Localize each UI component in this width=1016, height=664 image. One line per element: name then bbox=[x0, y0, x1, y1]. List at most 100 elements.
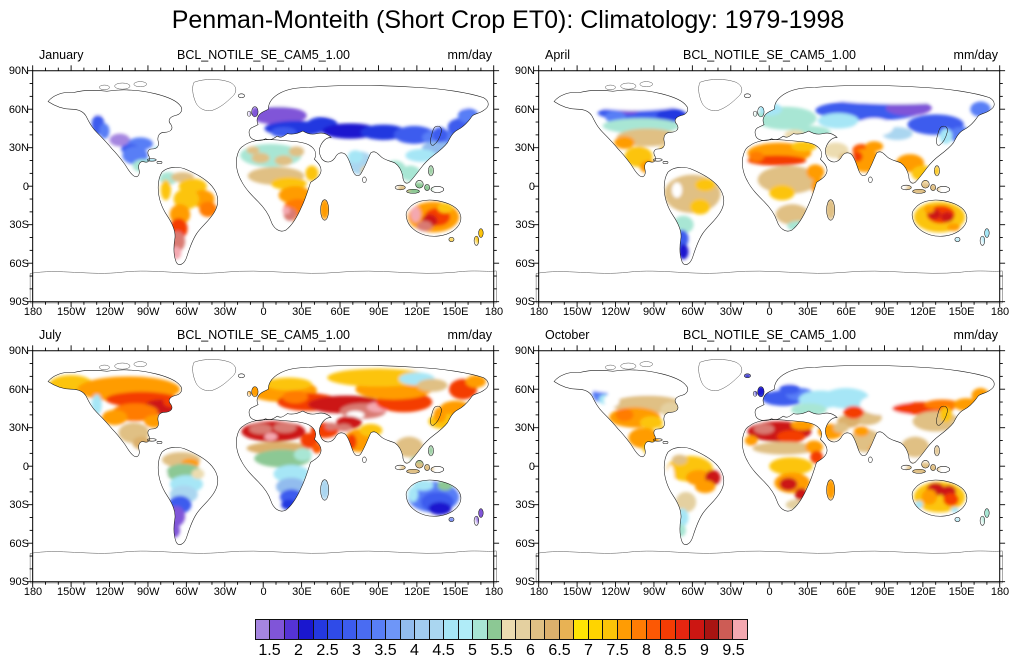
et0-region-blob bbox=[319, 479, 331, 500]
lon-tick-label: 180 bbox=[484, 586, 504, 598]
et0-region-blob bbox=[313, 95, 386, 119]
lat-tick-label: 60N bbox=[514, 103, 535, 116]
figure-graphic bbox=[571, 365, 993, 538]
lon-tick-label: 60W bbox=[681, 306, 704, 318]
nz-north-island-coastline bbox=[479, 229, 484, 238]
nz-south-island-coastline bbox=[474, 516, 479, 525]
et0-region-blob bbox=[289, 146, 305, 157]
sulawesi-coastline bbox=[425, 465, 430, 471]
hispaniola-coastline bbox=[157, 162, 162, 164]
lat-tick-label: 30N bbox=[8, 142, 29, 154]
lon-tick-label: 150W bbox=[57, 586, 86, 598]
colorbar-cell bbox=[415, 620, 430, 639]
colorbar-tick-label: 4.5 bbox=[432, 642, 455, 659]
colorbar-cell bbox=[646, 620, 662, 639]
et0-region-blob bbox=[640, 416, 664, 430]
australia-coastline bbox=[912, 200, 967, 236]
et0-region-blob bbox=[818, 113, 860, 129]
antarctica-outline bbox=[30, 271, 496, 303]
uk-coastline bbox=[252, 387, 258, 397]
colorbar-cell bbox=[429, 620, 445, 639]
et0-region-blob bbox=[417, 379, 448, 393]
lat-tick-label: 90N bbox=[514, 65, 535, 77]
et0-region-blob bbox=[264, 433, 278, 441]
et0-region-blob bbox=[191, 469, 205, 480]
uk-coastline bbox=[758, 387, 764, 397]
latitude-axis: 90N 60N 30N 0 30S 60S 90S bbox=[6, 65, 29, 308]
et0-region-blob bbox=[769, 457, 814, 476]
lon-tick-label: 90W bbox=[136, 586, 160, 598]
et0-region-blob bbox=[825, 199, 837, 220]
map-frame bbox=[33, 351, 494, 582]
lon-tick-label: 180 bbox=[529, 586, 549, 598]
figure-graphic bbox=[571, 365, 993, 538]
borneo-coastline bbox=[416, 461, 424, 469]
madagascar-coastline bbox=[321, 200, 329, 221]
panel-july: July BCL_NOTILE_SE_CAM5_1.00 mm/day 90N 60N 3… bbox=[0, 300, 1016, 598]
iceland-coastline bbox=[239, 374, 245, 378]
java-coastline bbox=[913, 470, 926, 474]
colorbar-cell bbox=[719, 620, 734, 639]
lon-tick-label: 30W bbox=[719, 306, 743, 318]
lon-tick-label: 90W bbox=[136, 306, 160, 318]
colorbar-cell bbox=[501, 620, 517, 639]
et0-region-blob bbox=[805, 440, 824, 454]
et0-region-blob bbox=[777, 430, 806, 444]
lon-tick-label: 180 bbox=[23, 306, 43, 318]
colorbar-tick-label: 5 bbox=[468, 642, 477, 659]
lon-tick-label: 60W bbox=[681, 586, 704, 598]
et0-region-blob bbox=[433, 407, 447, 423]
tasmania-coastline bbox=[955, 518, 960, 522]
lat-tick-label: 0 bbox=[22, 180, 29, 193]
north-america-coastline bbox=[48, 90, 182, 177]
et0-region-blob bbox=[428, 445, 434, 457]
eurasia-coastline bbox=[755, 366, 994, 464]
colorbar-cell bbox=[328, 620, 343, 639]
lon-tick-label: 150W bbox=[563, 586, 592, 598]
colorbar-cell bbox=[733, 620, 747, 639]
africa-coastline bbox=[743, 140, 828, 232]
lon-tick-label: 60E bbox=[330, 586, 351, 598]
tasmania-coastline bbox=[449, 238, 454, 242]
et0-region-blob bbox=[395, 436, 424, 458]
nz-south-island-coastline bbox=[980, 516, 985, 525]
madagascar-coastline bbox=[827, 480, 835, 501]
baffin-island-outline bbox=[115, 83, 130, 89]
colorbar-tick-label: 6 bbox=[526, 642, 535, 659]
colorbar-cell bbox=[386, 620, 401, 639]
et0-region-blob bbox=[615, 408, 634, 422]
colorbar-tick-label: 8 bbox=[642, 642, 651, 659]
lon-tick-label: 120E bbox=[404, 306, 431, 318]
et0-region-blob bbox=[833, 422, 849, 434]
eurasia-coastline bbox=[755, 86, 994, 184]
et0-region-blob bbox=[852, 151, 863, 163]
panel-subtitle: BCL_NOTILE_SE_CAM5_1.00 bbox=[682, 328, 856, 342]
baffin-island-outline bbox=[621, 363, 636, 369]
ellesmere-island-outline bbox=[134, 82, 147, 87]
axis-ticks bbox=[28, 346, 500, 588]
figure-title: Penman-Monteith (Short Crop ET0): Climat… bbox=[171, 6, 845, 34]
latitude-axis: 90N 60N 30N 0 30S 60S 90S bbox=[512, 345, 535, 588]
colorbar-cell bbox=[487, 620, 502, 639]
colorbar-cell bbox=[342, 620, 358, 639]
colorbar-cell bbox=[444, 620, 459, 639]
et0-region-blob bbox=[614, 136, 636, 150]
et0-region-blob bbox=[604, 394, 620, 408]
lat-tick-label: 60S bbox=[515, 537, 535, 550]
nz-north-island-coastline bbox=[985, 229, 990, 238]
colorbar-tick-label: 5.5 bbox=[490, 642, 513, 659]
lon-tick-label: 30W bbox=[213, 586, 237, 598]
et0-region-blob bbox=[934, 445, 940, 457]
et0-region-blob bbox=[428, 165, 434, 177]
et0-region-blob bbox=[678, 244, 689, 260]
et0-region-blob bbox=[273, 465, 310, 484]
longitude-axis: 180 150W 120W 90W 60W 30W 0 30E 60E 90E 120E 150E 18… bbox=[530, 586, 1009, 602]
et0-region-blob bbox=[199, 201, 218, 218]
australia-coastline bbox=[406, 200, 461, 236]
java-coastline bbox=[407, 470, 420, 474]
et0-region-blob bbox=[282, 207, 291, 215]
et0-region-blob bbox=[695, 178, 716, 192]
colorbar-cell bbox=[458, 620, 474, 639]
et0-region-blob bbox=[886, 100, 933, 116]
lat-tick-label: 30S bbox=[515, 219, 535, 231]
